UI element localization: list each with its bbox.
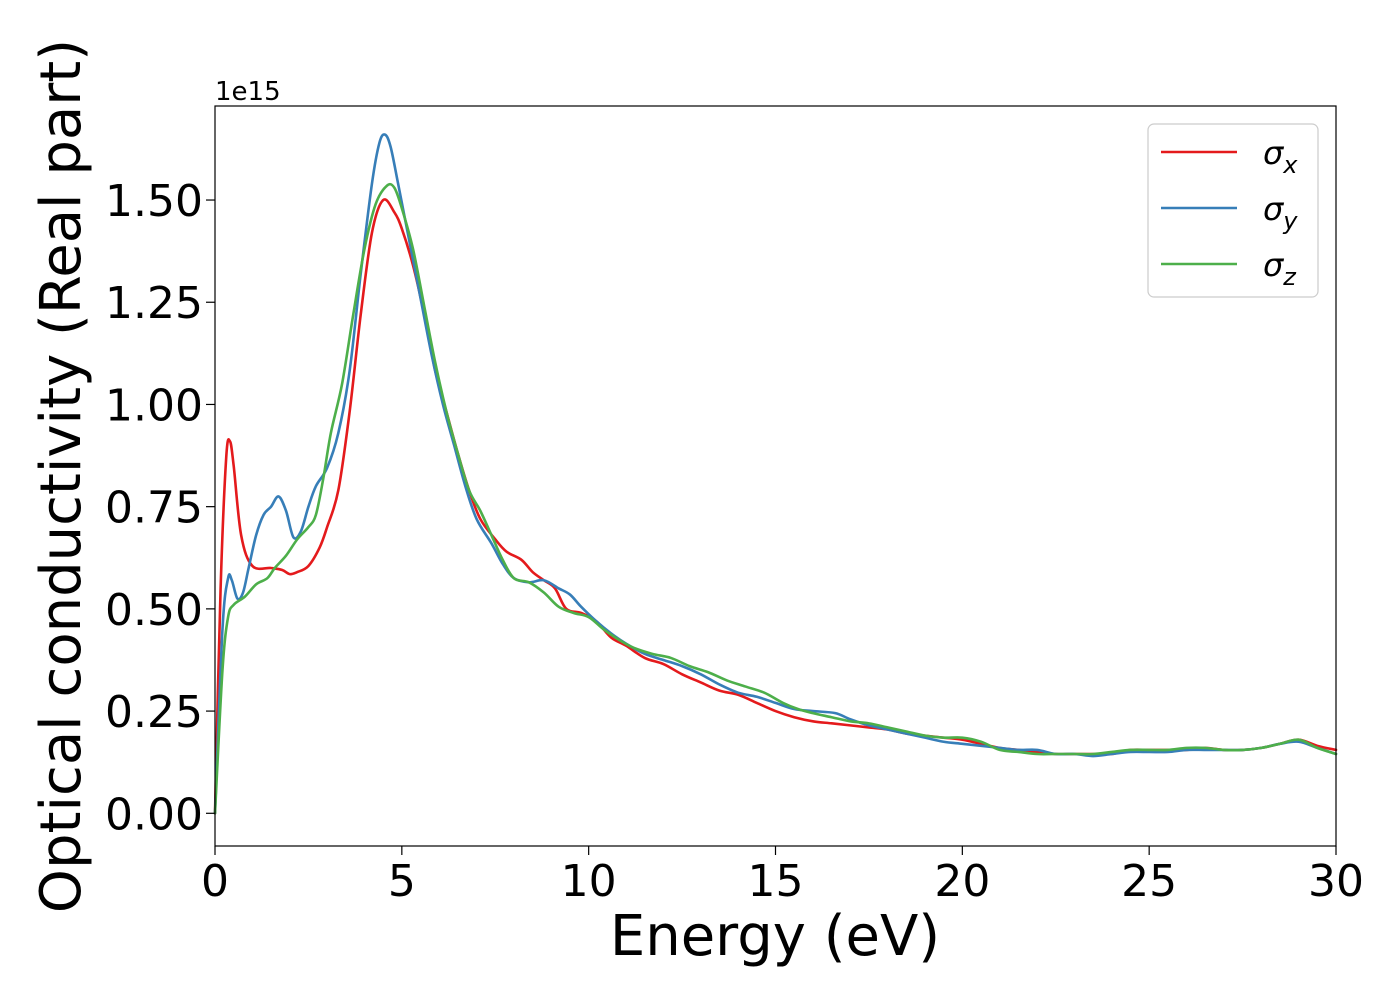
y-tick-label: 0.50 (105, 585, 203, 636)
y-tick-label: 1.50 (105, 176, 203, 227)
y-axis-title: Optical conductivity (Real part) (29, 39, 94, 913)
x-tick-label: 10 (561, 856, 617, 907)
y-tick-label: 0.75 (105, 483, 203, 534)
y-axis-offset-label: 1e15 (215, 77, 281, 107)
y-tick-label: 0.25 (105, 687, 203, 738)
x-tick-label: 20 (934, 856, 990, 907)
x-tick-label: 25 (1121, 856, 1177, 907)
x-tick-label: 5 (388, 856, 416, 907)
x-axis-ticks: 0 5 10 15 20 25 30 (201, 846, 1364, 907)
y-tick-label: 1.25 (105, 278, 203, 329)
x-tick-label: 0 (201, 856, 229, 907)
legend-box (1147, 123, 1319, 298)
series-lines (213, 133, 1338, 815)
y-axis-ticks: 0.00 0.25 0.50 0.75 1.00 1.25 1.50 (105, 176, 215, 840)
y-tick-label: 0.00 (105, 789, 203, 840)
x-tick-label: 30 (1308, 856, 1364, 907)
x-tick-label: 15 (748, 856, 804, 907)
series-line-sigma-z (213, 182, 1338, 815)
y-tick-label: 1.00 (105, 380, 203, 431)
x-axis-title: Energy (eV) (610, 904, 940, 969)
